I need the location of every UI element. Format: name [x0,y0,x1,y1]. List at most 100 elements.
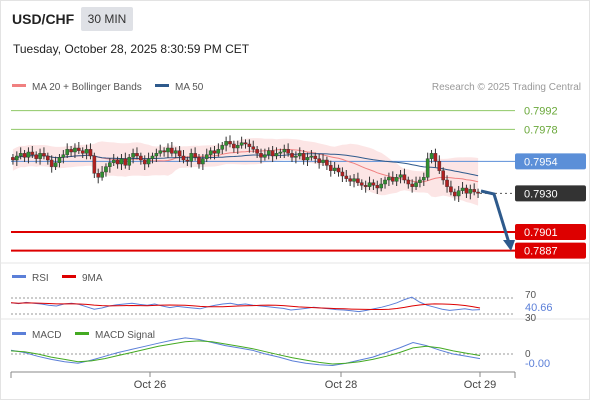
candle [73,143,77,158]
candle [166,143,170,158]
candle [418,176,422,188]
candle [204,148,209,162]
candle [367,176,372,190]
candle [189,148,194,168]
ma50-legend-swatch [155,84,169,87]
candle [131,148,135,164]
candle [453,188,457,201]
candle [243,139,248,149]
candle [34,151,38,164]
candle [340,167,345,182]
rsi-ma-legend-swatch [62,275,76,278]
level-labels: 0.7992 0.7978 0.7954 0.7930 0.7901 0.7887 [515,106,586,259]
level-badge-pivot [515,153,586,170]
candle [270,146,275,162]
candle [433,148,438,168]
candle [255,146,259,158]
candle [379,178,383,192]
candle [61,150,66,164]
ma20-legend-label: MA 20 + Bollinger Bands [32,82,142,93]
candle [410,179,414,193]
candle [305,152,310,166]
candle [154,148,159,162]
candle [96,168,101,184]
candle [84,144,89,160]
candle [286,143,290,157]
macd-panel [10,337,515,367]
candle [162,147,166,157]
forecast-arrow [480,189,515,251]
level-label-support: 0.7887 [524,246,558,258]
candle [142,155,147,170]
credit-label: Research © 2025 Trading Central [432,82,581,93]
candle [290,150,294,162]
candle [348,175,352,186]
candle [263,148,267,161]
candle [468,184,473,200]
candle [57,154,62,168]
candle [274,147,279,160]
candle [53,156,58,170]
candle [301,150,306,165]
candle [321,154,325,166]
macd-legend-label: MACD [32,330,61,341]
macd-signal-legend-swatch [75,332,89,335]
candle [216,143,221,157]
candle [123,152,128,169]
rsi-30-label: 30 [525,313,537,324]
candle [170,142,174,157]
candle [449,180,453,196]
candle [201,154,205,170]
rsi-panel [10,296,515,315]
level-label-pivot: 0.7954 [524,156,558,168]
macd-signal-line [10,340,481,365]
candlestick-series [11,135,480,202]
candle [15,151,19,166]
candle [111,154,116,166]
candle [158,144,163,157]
candle [297,147,302,160]
candle [220,142,225,154]
candle [309,150,314,161]
candle [208,147,213,160]
candle [150,152,155,164]
datetime-label: Tuesday, October 28, 2025 8:30:59 PM CET [13,42,250,56]
candle [352,174,356,188]
candle [247,139,252,153]
candle [259,148,263,164]
candle [313,152,318,164]
candle [232,140,236,153]
candle [251,140,256,153]
candle [445,175,449,193]
x-axis-ticks: Oct 26 Oct 28 Oct 29 [134,372,496,391]
candle [193,147,197,161]
rsi-line [10,296,481,313]
x-tick-label: Oct 28 [325,379,357,391]
candle [88,143,93,160]
candle [460,182,465,194]
candle [228,135,232,148]
candle [359,179,364,190]
candle [224,136,228,152]
timeframe-label: 30 MIN [88,12,127,26]
candle [282,144,287,158]
candle [185,156,190,166]
candle [375,180,380,194]
symbol-label: USD/CHF [12,11,75,27]
candle [398,170,403,184]
rsi-ma-legend-label: 9MA [82,273,103,284]
candle [92,152,97,178]
candle [294,151,298,164]
timeframe-badge [81,7,133,31]
candle [49,155,54,173]
candle [100,166,104,181]
level-label-support: 0.7901 [524,227,558,239]
candle [46,152,50,165]
candle [371,179,376,190]
candle [65,143,70,158]
candle [344,170,349,182]
ma50-legend-label: MA 50 [175,82,204,93]
candle [332,162,337,174]
candle [80,147,85,158]
candle [387,172,391,186]
